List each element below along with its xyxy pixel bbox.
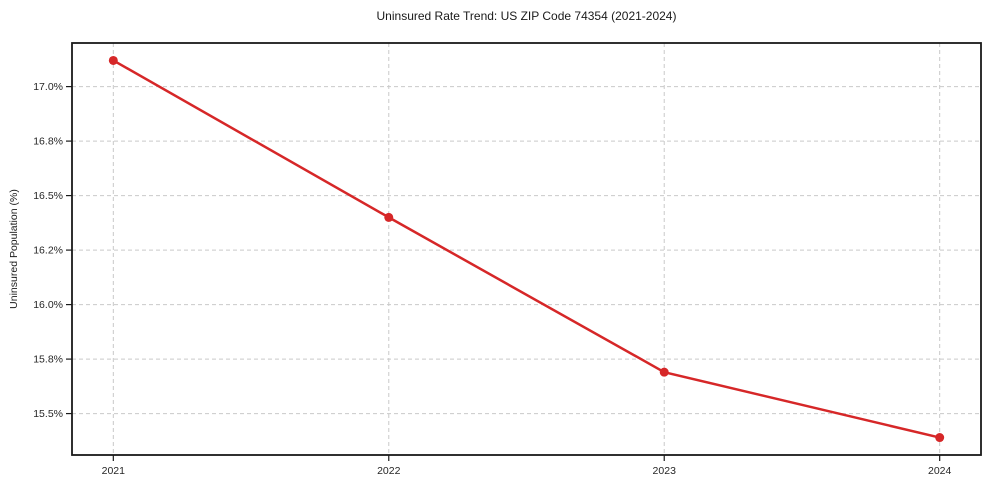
x-tick-label: 2024: [928, 465, 952, 477]
y-tick-label: 15.8%: [33, 354, 63, 366]
y-tick-label: 16.2%: [33, 245, 63, 257]
data-point-marker: [108, 55, 118, 65]
y-tick-label: 15.5%: [33, 408, 63, 420]
data-point-marker: [935, 433, 945, 443]
plot-border: [71, 42, 982, 456]
y-tick-label: 16.5%: [33, 190, 63, 202]
trend-line: [112, 59, 941, 439]
x-tick-label: 2021: [102, 465, 126, 477]
x-tick-label: 2023: [653, 465, 677, 477]
chart-title: Uninsured Rate Trend: US ZIP Code 74354 …: [376, 9, 677, 23]
y-tick-label: 16.8%: [33, 136, 63, 148]
y-tick-label: 16.0%: [33, 299, 63, 311]
y-tick-label: 17.0%: [33, 81, 63, 93]
data-point-marker: [659, 367, 669, 377]
data-point-marker: [384, 212, 394, 222]
x-tick-label: 2022: [377, 465, 401, 477]
